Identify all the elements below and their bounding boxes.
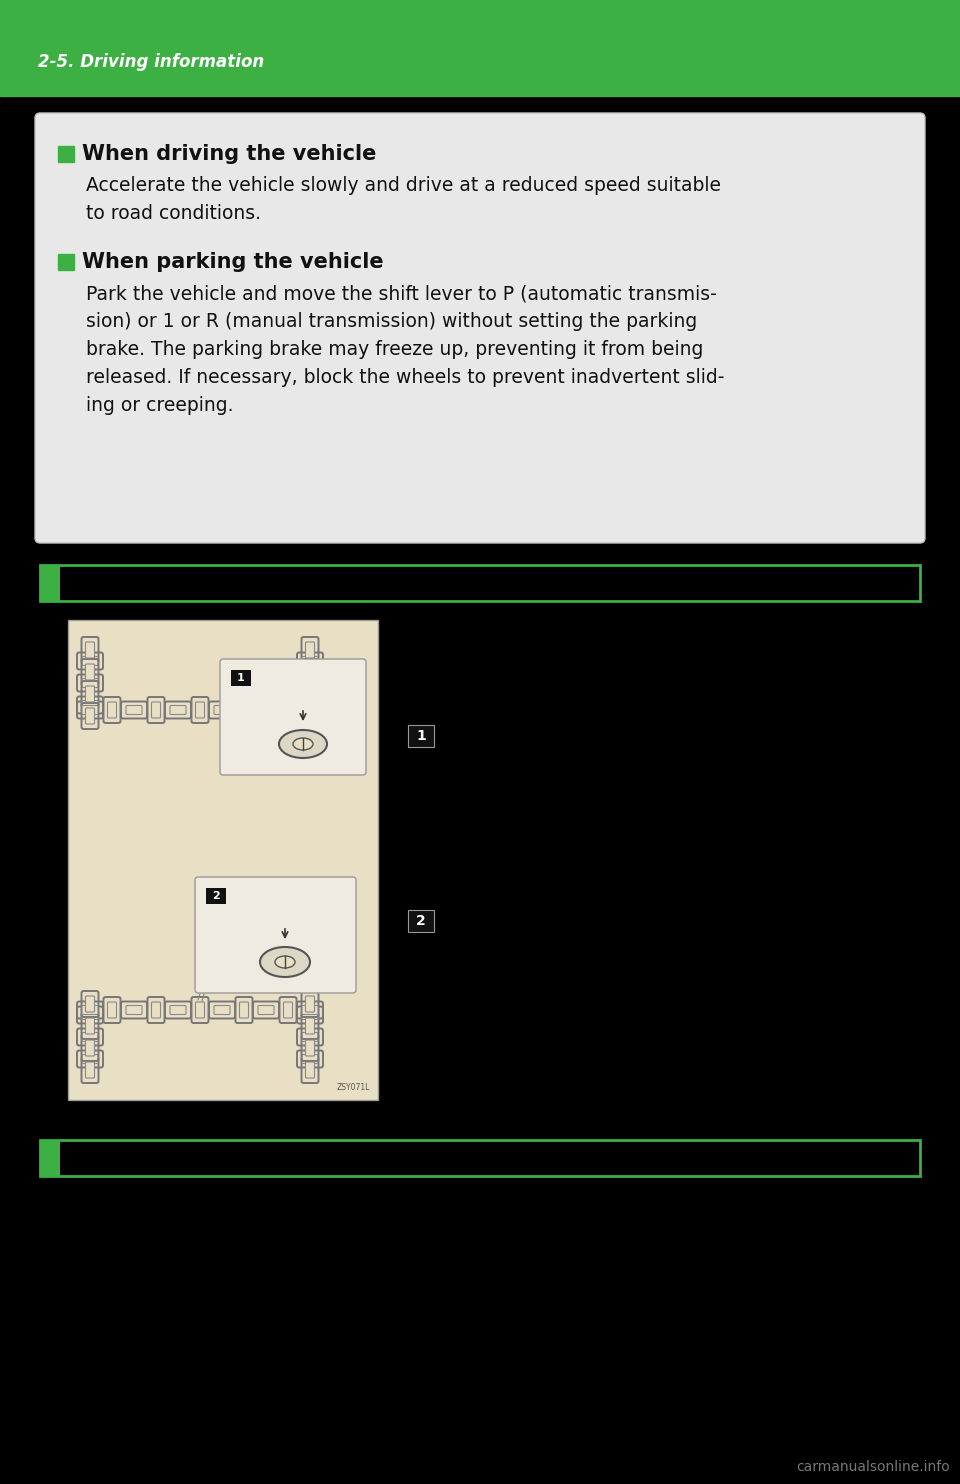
FancyBboxPatch shape [239,702,249,718]
FancyBboxPatch shape [305,663,315,680]
FancyBboxPatch shape [170,705,186,714]
Bar [40,1140,60,1175]
FancyBboxPatch shape [82,700,98,709]
Bar [0,0,960,96]
Text: 2: 2 [416,914,426,928]
FancyBboxPatch shape [85,996,94,1012]
Text: released. If necessary, block the wheels to prevent inadvertent slid-: released. If necessary, block the wheels… [86,368,725,387]
Text: 1: 1 [416,729,426,743]
FancyBboxPatch shape [305,1018,315,1034]
FancyBboxPatch shape [68,620,378,1100]
FancyBboxPatch shape [85,643,94,657]
Text: 2-5. Driving information: 2-5. Driving information [38,53,264,71]
FancyBboxPatch shape [220,659,366,775]
Text: Accelerate the vehicle slowly and drive at a reduced speed suitable: Accelerate the vehicle slowly and drive … [86,177,721,194]
Bar [231,669,251,686]
FancyBboxPatch shape [85,1040,94,1057]
Bar [206,887,226,904]
FancyBboxPatch shape [305,1040,315,1057]
Text: sion) or 1 or R (manual transmission) without setting the parking: sion) or 1 or R (manual transmission) wi… [86,312,697,331]
FancyBboxPatch shape [82,1006,98,1015]
FancyBboxPatch shape [108,1002,116,1018]
FancyBboxPatch shape [82,1055,98,1064]
Text: When parking the vehicle: When parking the vehicle [82,252,384,272]
FancyBboxPatch shape [85,708,94,724]
FancyBboxPatch shape [85,663,94,680]
FancyBboxPatch shape [305,643,315,657]
FancyBboxPatch shape [82,678,98,687]
FancyBboxPatch shape [214,705,230,714]
FancyBboxPatch shape [108,702,116,718]
Bar [408,910,434,932]
FancyBboxPatch shape [283,702,293,718]
FancyBboxPatch shape [126,705,142,714]
Text: brake. The parking brake may freeze up, preventing it from being: brake. The parking brake may freeze up, … [86,340,704,359]
Text: to road conditions.: to road conditions. [86,203,261,223]
Ellipse shape [260,947,310,976]
FancyBboxPatch shape [302,1055,318,1064]
FancyBboxPatch shape [126,1006,142,1015]
Ellipse shape [275,956,295,968]
FancyBboxPatch shape [302,1006,318,1015]
Bar [58,145,74,162]
FancyBboxPatch shape [258,1006,274,1015]
FancyBboxPatch shape [152,1002,160,1018]
Bar [408,726,434,746]
FancyBboxPatch shape [258,705,274,714]
FancyBboxPatch shape [283,1002,293,1018]
FancyBboxPatch shape [195,877,356,993]
Text: 1: 1 [237,674,245,683]
FancyBboxPatch shape [85,1018,94,1034]
Text: 2: 2 [212,890,220,901]
FancyBboxPatch shape [85,1063,94,1077]
FancyBboxPatch shape [305,708,315,724]
Bar [58,254,74,270]
FancyBboxPatch shape [196,1002,204,1018]
FancyBboxPatch shape [82,656,98,665]
Bar [40,1140,920,1175]
Bar [40,565,920,601]
Text: carmanualsonline.info: carmanualsonline.info [796,1460,950,1474]
Text: Park the vehicle and move the shift lever to P (automatic transmis-: Park the vehicle and move the shift leve… [86,283,717,303]
Ellipse shape [279,730,327,758]
FancyBboxPatch shape [85,686,94,702]
Bar [40,565,60,601]
FancyBboxPatch shape [82,1033,98,1042]
FancyBboxPatch shape [302,1011,318,1020]
FancyBboxPatch shape [82,705,98,714]
FancyBboxPatch shape [305,686,315,702]
FancyBboxPatch shape [302,705,318,714]
FancyBboxPatch shape [196,702,204,718]
Text: ing or creeping.: ing or creeping. [86,396,233,416]
FancyBboxPatch shape [302,700,318,709]
Ellipse shape [293,738,313,749]
FancyBboxPatch shape [239,1002,249,1018]
FancyBboxPatch shape [214,1006,230,1015]
FancyBboxPatch shape [302,1033,318,1042]
FancyBboxPatch shape [170,1006,186,1015]
Text: When driving the vehicle: When driving the vehicle [82,144,376,165]
FancyBboxPatch shape [305,996,315,1012]
FancyBboxPatch shape [82,1011,98,1020]
FancyBboxPatch shape [152,702,160,718]
FancyBboxPatch shape [305,1063,315,1077]
FancyBboxPatch shape [35,113,925,543]
Text: ZSY071L: ZSY071L [337,1083,370,1092]
FancyBboxPatch shape [302,656,318,665]
FancyBboxPatch shape [302,678,318,687]
